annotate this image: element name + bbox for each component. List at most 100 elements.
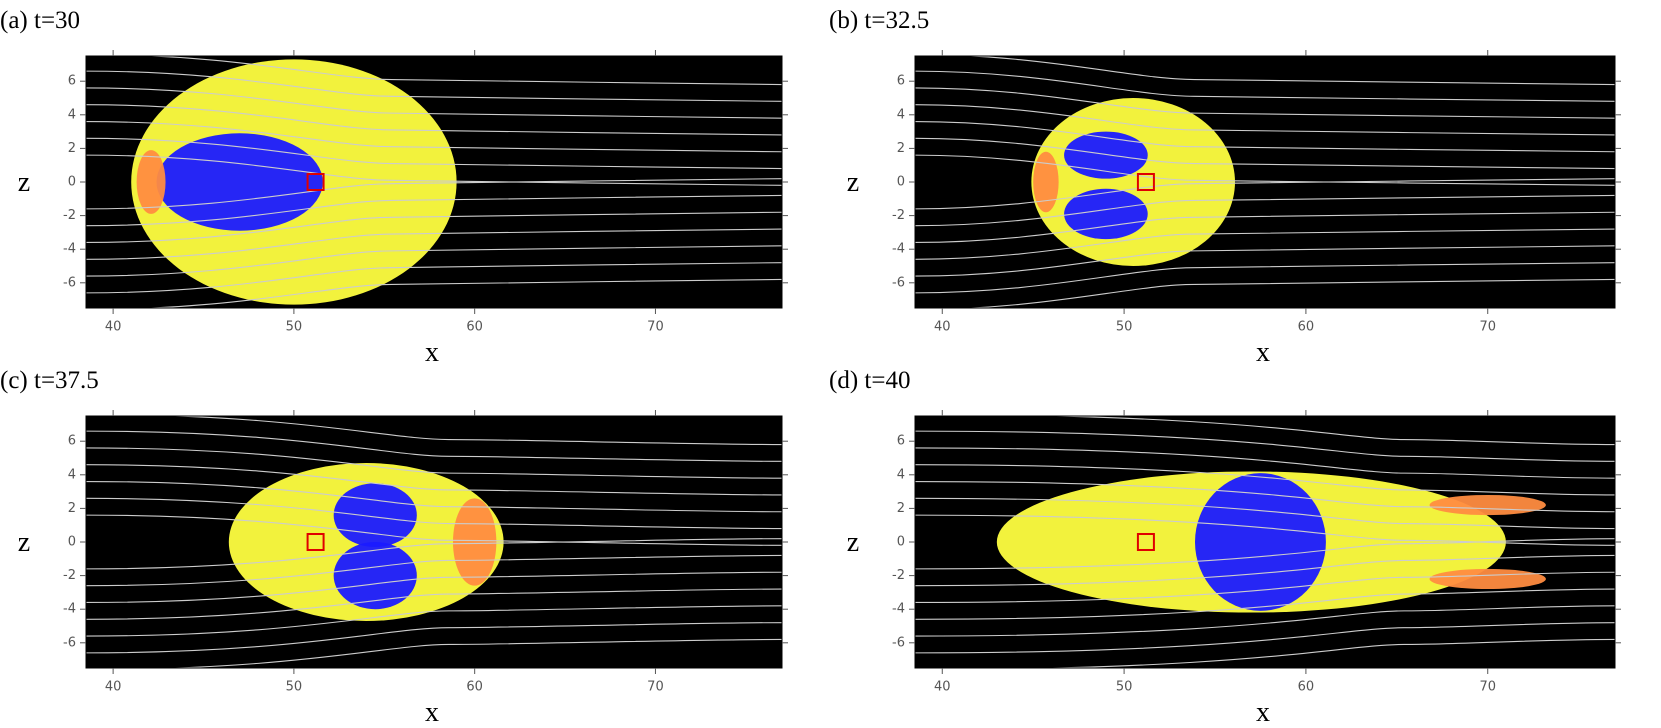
y-axis-label: z (18, 167, 30, 198)
field-line (86, 262, 782, 294)
y-tick-label: -4 (63, 242, 76, 257)
y-tick-label: 4 (897, 467, 905, 482)
x-axis-label: x (1256, 337, 1270, 368)
x-tick-label: 40 (934, 680, 951, 695)
y-tick-label: -6 (63, 275, 76, 290)
field-line (915, 588, 1615, 620)
y-tick-label: 2 (897, 501, 905, 516)
plot-area (86, 416, 782, 668)
field-line (915, 87, 1615, 119)
field-line (915, 447, 1615, 479)
y-axis-label: z (18, 527, 30, 558)
field-line (915, 514, 1615, 546)
x-tick-label: 60 (466, 680, 483, 695)
y-tick-label: -6 (892, 275, 905, 290)
marker-square (1136, 173, 1155, 191)
x-tick-label: 60 (1298, 320, 1315, 335)
field-line (86, 228, 782, 260)
field-line (86, 430, 782, 462)
y-tick-label: 2 (68, 141, 76, 156)
particle-region (333, 542, 417, 610)
y-tick-label: 6 (897, 434, 905, 449)
x-axis-label: x (1256, 697, 1270, 728)
x-tick-label: 40 (934, 320, 951, 335)
field-line (86, 622, 782, 654)
field-line (141, 278, 782, 308)
field-line (86, 464, 782, 496)
y-tick-label: -6 (63, 635, 76, 650)
field-line (915, 154, 1615, 186)
field-line (915, 571, 1615, 604)
y-tick-label: -2 (63, 208, 76, 223)
particle-region (452, 498, 497, 586)
field-line (86, 538, 782, 570)
x-tick-label: 50 (1116, 680, 1133, 695)
field-line (160, 638, 782, 668)
marker-square (306, 533, 325, 551)
x-tick-label: 70 (647, 680, 664, 695)
particle-region (136, 150, 166, 214)
y-tick-label: 0 (897, 535, 905, 550)
x-tick-label: 60 (1298, 680, 1315, 695)
x-tick-label: 70 (1479, 680, 1496, 695)
y-axis-label: z (847, 527, 859, 558)
field-line (915, 497, 1615, 530)
field-line (86, 120, 782, 153)
field-line (160, 416, 782, 446)
particle-region (1064, 188, 1148, 240)
particle-region (156, 133, 323, 231)
plot-area (915, 416, 1615, 668)
panel-title: (c) t=37.5 (0, 367, 99, 394)
field-line (86, 70, 782, 102)
y-tick-label: -2 (63, 568, 76, 583)
field-line (915, 70, 1615, 102)
y-tick-label: 6 (68, 434, 76, 449)
field-line (1032, 416, 1615, 446)
field-line (86, 87, 782, 119)
plot-area (86, 56, 782, 308)
field-line (915, 480, 1615, 513)
x-tick-label: 70 (647, 320, 664, 335)
y-tick-label: 2 (897, 141, 905, 156)
y-tick-label: 2 (68, 501, 76, 516)
panel-title: (a) t=30 (0, 7, 80, 34)
field-line (86, 554, 782, 587)
panel: 40 50 60 70 -6 -4 -2 0 2 4 6 (c) t=37.5 x z (0, 367, 788, 728)
field-line (915, 120, 1615, 153)
x-tick-label: 60 (466, 320, 483, 335)
field-line (86, 588, 782, 620)
field-line (86, 447, 782, 479)
particle-region (1064, 131, 1148, 179)
y-tick-label: -2 (892, 208, 905, 223)
field-line (915, 194, 1615, 227)
field-line (86, 104, 782, 136)
field-line (915, 622, 1615, 654)
x-axis-label: x (425, 337, 439, 368)
panel-title: (b) t=32.5 (829, 7, 929, 34)
particle-region (1033, 151, 1059, 213)
particle-region (1429, 568, 1546, 590)
y-tick-label: 6 (897, 74, 905, 89)
field-line (1032, 638, 1615, 668)
y-tick-label: 4 (68, 107, 76, 122)
field-line (962, 278, 1615, 308)
field-line (86, 194, 782, 227)
field-line (86, 211, 782, 244)
plot-area (915, 56, 1615, 308)
field-line (915, 228, 1615, 260)
y-tick-label: 0 (897, 175, 905, 190)
field-line (86, 497, 782, 530)
field-line (86, 605, 782, 637)
field-line (86, 571, 782, 604)
field-line (915, 464, 1615, 496)
field-line (962, 56, 1615, 86)
panel: 40 50 60 70 -6 -4 -2 0 2 4 6 (a) t=30 x z (0, 7, 788, 368)
x-tick-label: 50 (1116, 320, 1133, 335)
panel-title: (d) t=40 (829, 367, 910, 394)
field-line (141, 56, 782, 86)
panel: 40 50 60 70 -6 -4 -2 0 2 4 6 (b) t=32.5 x z (829, 7, 1621, 368)
y-axis-label: z (847, 167, 859, 198)
particle-region (1429, 494, 1546, 516)
marker-square (306, 173, 325, 191)
